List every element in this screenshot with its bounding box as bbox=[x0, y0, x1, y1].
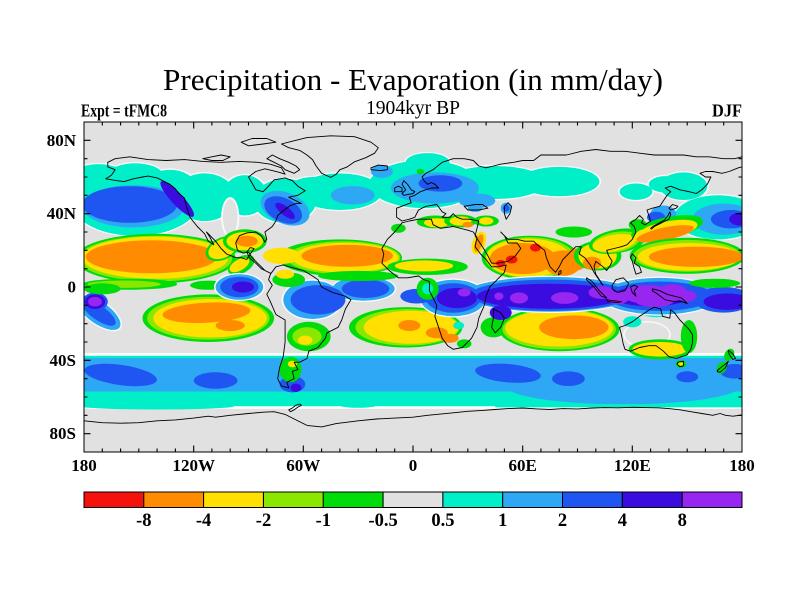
svg-text:4: 4 bbox=[618, 511, 627, 531]
svg-text:-8: -8 bbox=[136, 511, 151, 531]
svg-text:1904kyr BP: 1904kyr BP bbox=[366, 97, 460, 119]
svg-text:60W: 60W bbox=[286, 456, 320, 475]
svg-text:8: 8 bbox=[678, 511, 687, 531]
svg-text:120E: 120E bbox=[614, 456, 651, 475]
svg-text:0.5: 0.5 bbox=[431, 511, 454, 531]
svg-text:40S: 40S bbox=[50, 351, 76, 370]
svg-text:Expt = tFMC8: Expt = tFMC8 bbox=[81, 101, 167, 121]
svg-text:60E: 60E bbox=[509, 456, 537, 475]
svg-text:120W: 120W bbox=[172, 456, 215, 475]
svg-text:40N: 40N bbox=[47, 204, 77, 223]
svg-text:0: 0 bbox=[409, 456, 418, 475]
svg-text:1: 1 bbox=[498, 511, 507, 531]
svg-text:DJF: DJF bbox=[712, 101, 742, 121]
svg-text:80S: 80S bbox=[50, 424, 76, 443]
svg-text:80N: 80N bbox=[47, 131, 77, 150]
svg-text:-0.5: -0.5 bbox=[368, 511, 397, 531]
svg-text:Precipitation - Evaporation (i: Precipitation - Evaporation (in mm/day) bbox=[163, 62, 663, 97]
svg-text:-4: -4 bbox=[196, 511, 211, 531]
svg-text:180: 180 bbox=[71, 456, 97, 475]
svg-text:-2: -2 bbox=[256, 511, 271, 531]
svg-text:2: 2 bbox=[558, 511, 567, 531]
svg-text:-1: -1 bbox=[316, 511, 331, 531]
svg-text:180: 180 bbox=[729, 456, 755, 475]
svg-text:0: 0 bbox=[68, 278, 77, 297]
